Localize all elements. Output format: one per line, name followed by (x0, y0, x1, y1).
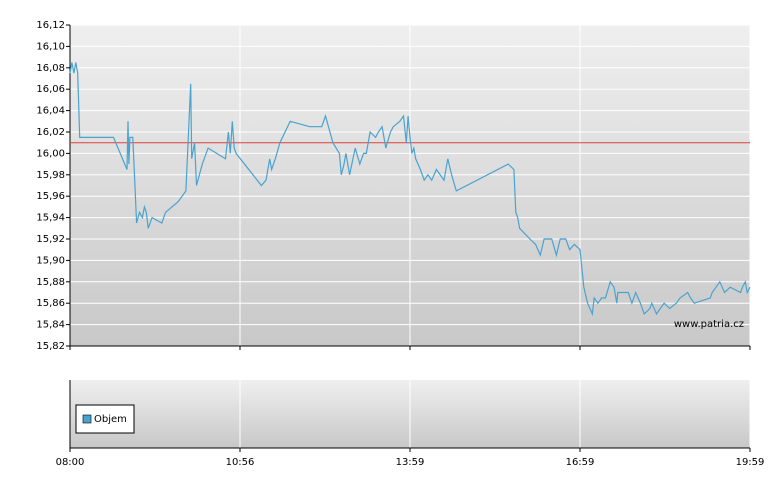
y-tick-label: 15,84 (36, 320, 65, 331)
price-line (69, 62, 751, 317)
x-tick-label: 13:59 (396, 457, 425, 468)
y-tick-label: 15,94 (36, 213, 65, 224)
legend-label: Objem (94, 414, 127, 425)
y-tick-label: 15,90 (36, 255, 65, 266)
y-tick-label: 15,98 (36, 170, 65, 181)
x-tick-label: 19:59 (736, 457, 765, 468)
y-tick-label: 15,82 (36, 341, 65, 352)
x-tick-label: 10:56 (226, 457, 255, 468)
y-tick-label: 16,10 (36, 41, 65, 52)
y-tick-label: 16,06 (36, 84, 65, 95)
y-tick-label: 16,08 (36, 63, 65, 74)
x-tick-label: 08:00 (56, 457, 85, 468)
y-tick-label: 15,88 (36, 277, 65, 288)
x-tick-label: 16:59 (566, 457, 595, 468)
y-tick-label: 15,86 (36, 298, 65, 309)
y-tick-label: 15,96 (36, 191, 65, 202)
y-tick-label: 16,02 (36, 127, 65, 138)
legend-swatch (82, 414, 92, 424)
y-tick-label: 16,12 (36, 20, 65, 31)
y-tick-label: 16,04 (36, 106, 65, 117)
y-tick-label: 15,92 (36, 234, 65, 245)
watermark: www.patria.cz (674, 319, 744, 330)
y-tick-label: 16,00 (36, 148, 65, 159)
